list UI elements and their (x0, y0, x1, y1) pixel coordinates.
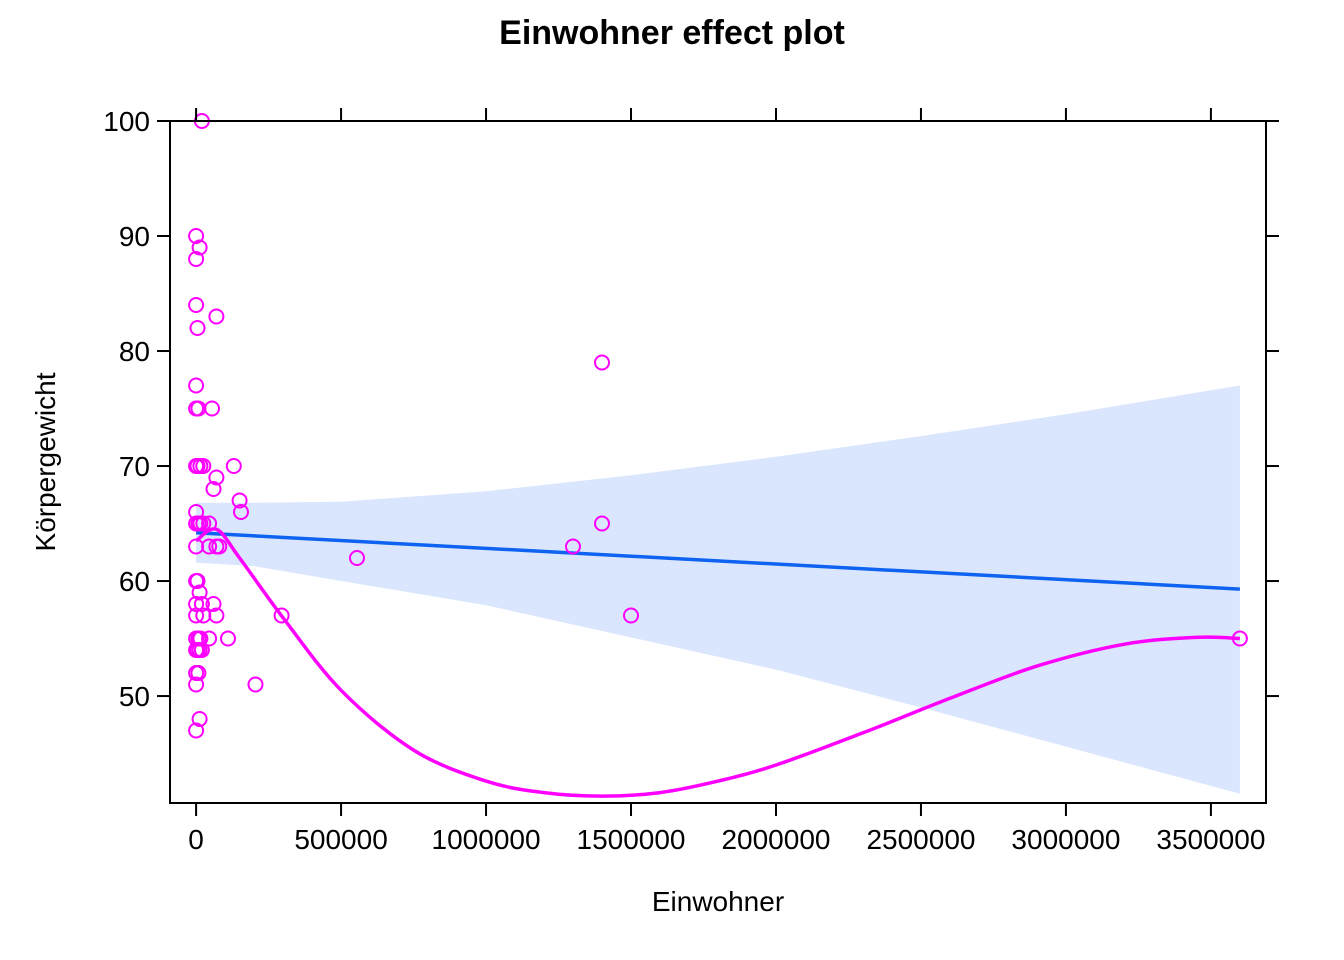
x-tick-label: 1000000 (432, 824, 541, 855)
data-point (188, 251, 205, 267)
x-tick-label: 2000000 (721, 824, 830, 855)
y-tick-label: 60 (119, 566, 150, 597)
data-point (201, 630, 218, 647)
data-point (273, 607, 290, 624)
x-tick-label: 1500000 (577, 824, 686, 855)
data-point (208, 308, 225, 325)
data-point (188, 676, 205, 693)
plot-area (188, 113, 1248, 798)
data-point (220, 630, 236, 647)
x-axis-label: Einwohner (652, 886, 784, 917)
y-axis-label: Körpergewicht (30, 372, 61, 551)
data-point (205, 596, 222, 612)
data-point (193, 642, 210, 658)
y-tick-label: 90 (119, 221, 150, 252)
data-point (623, 607, 639, 624)
data-point (208, 469, 225, 486)
axis-ticks: 0 500000 1000000 1500000 2000000 2500000 30000… (103, 106, 1279, 855)
data-point (191, 711, 208, 727)
data-point (204, 400, 220, 417)
y-tick-label: 70 (119, 451, 150, 482)
y-tick-label: 50 (119, 681, 150, 712)
data-point (225, 458, 242, 474)
plot-frame (169, 120, 1267, 804)
data-point (201, 538, 218, 555)
data-point (188, 228, 205, 244)
data-point (189, 573, 206, 589)
data-point (594, 354, 610, 371)
x-tick-label: 2500000 (866, 824, 975, 855)
data-point (191, 239, 208, 256)
smooth-line (195, 527, 1240, 798)
chart-title: Einwohner effect plot (499, 14, 845, 52)
data-point (233, 504, 249, 520)
y-tick-label: 100 (103, 106, 150, 137)
data-point (594, 515, 610, 532)
data-point (188, 607, 205, 624)
data-point (188, 377, 205, 394)
data-point (211, 538, 228, 555)
x-tick-label: 3000000 (1011, 824, 1120, 855)
data-point (195, 515, 212, 532)
data-point (208, 607, 225, 624)
x-tick-label: 3500000 (1156, 824, 1265, 855)
x-tick-label: 0 (188, 824, 204, 855)
data-point (205, 481, 222, 497)
data-point (231, 492, 248, 509)
data-point (189, 320, 206, 336)
confidence-band (196, 385, 1240, 794)
data-point (565, 538, 581, 555)
data-point (191, 584, 208, 601)
data-point (1231, 630, 1248, 647)
data-point (188, 297, 205, 313)
data-point (349, 550, 365, 566)
fit-line (196, 530, 1240, 591)
data-point (188, 596, 205, 612)
data-point (247, 676, 264, 693)
x-tick-label: 500000 (294, 824, 387, 855)
data-point (188, 722, 205, 739)
data-point (201, 515, 218, 532)
data-point (195, 458, 212, 474)
data-point (190, 665, 207, 681)
y-tick-label: 80 (119, 336, 150, 367)
